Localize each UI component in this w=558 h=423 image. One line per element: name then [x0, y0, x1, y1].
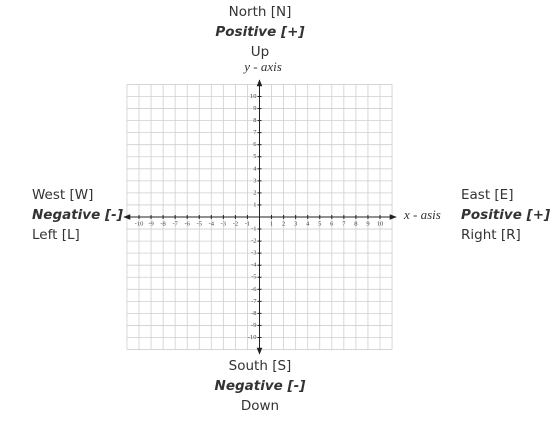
y-tick-label: -2 [251, 238, 256, 245]
x-tick-label: 7 [342, 220, 346, 227]
x-tick-label: 9 [366, 220, 369, 227]
x-tick-label: -4 [209, 220, 215, 227]
x-axis-label: x - asis [403, 207, 441, 222]
y-axis-label: y - axis [242, 59, 282, 74]
x-tick-label: -6 [184, 220, 190, 227]
x-tick-label: 3 [294, 220, 297, 227]
south-meaning: Down [241, 398, 279, 414]
y-tick-label: 8 [253, 117, 256, 124]
y-tick-label: 4 [253, 165, 257, 172]
y-tick-label: 9 [253, 105, 256, 112]
y-tick-label: 3 [253, 177, 256, 184]
y-tick-label: -8 [251, 310, 256, 317]
y-tick-label: -1 [251, 226, 256, 233]
y-tick-label: -9 [251, 322, 256, 329]
north-sign: Positive [+] [215, 24, 305, 40]
x-tick-label: -3 [221, 220, 226, 227]
x-tick-label: -7 [172, 220, 178, 227]
y-tick-label: 7 [253, 129, 257, 136]
south-direction: South [S] [229, 358, 292, 374]
west-meaning: Left [L] [32, 227, 80, 243]
y-tick-label: 10 [250, 93, 257, 100]
x-tick-label: -10 [135, 220, 144, 227]
y-tick-label: 6 [253, 141, 257, 148]
y-tick-label: -4 [251, 262, 257, 269]
x-tick-label: -1 [245, 220, 250, 227]
west-direction: West [W] [32, 187, 93, 203]
y-tick-label: -6 [251, 286, 257, 293]
y-tick-label: -3 [251, 250, 256, 257]
x-tick-label: 8 [354, 220, 357, 227]
y-tick-label: -5 [251, 274, 256, 281]
y-tick-label: 5 [253, 153, 256, 160]
x-tick-label: -2 [233, 220, 238, 227]
x-tick-label: 1 [270, 220, 273, 227]
y-tick-label: 1 [253, 201, 256, 208]
x-tick-label: -5 [197, 220, 202, 227]
x-tick-label: -8 [160, 220, 165, 227]
y-tick-label: -10 [248, 334, 257, 341]
north-meaning: Up [251, 44, 269, 60]
west-sign: Negative [-] [32, 207, 124, 223]
east-sign: Positive [+] [461, 207, 551, 223]
x-tick-label: 6 [330, 220, 334, 227]
south-sign: Negative [-] [215, 378, 307, 394]
east-direction: East [E] [461, 187, 513, 203]
x-tick-label: 4 [306, 220, 310, 227]
x-tick-label: 5 [318, 220, 321, 227]
east-meaning: Right [R] [461, 227, 521, 243]
y-tick-label: 2 [253, 189, 256, 196]
x-tick-label: 10 [377, 220, 384, 227]
north-direction: North [N] [229, 4, 292, 20]
y-tick-label: -7 [251, 298, 257, 305]
x-tick-label: -9 [148, 220, 153, 227]
x-tick-label: 2 [282, 220, 285, 227]
